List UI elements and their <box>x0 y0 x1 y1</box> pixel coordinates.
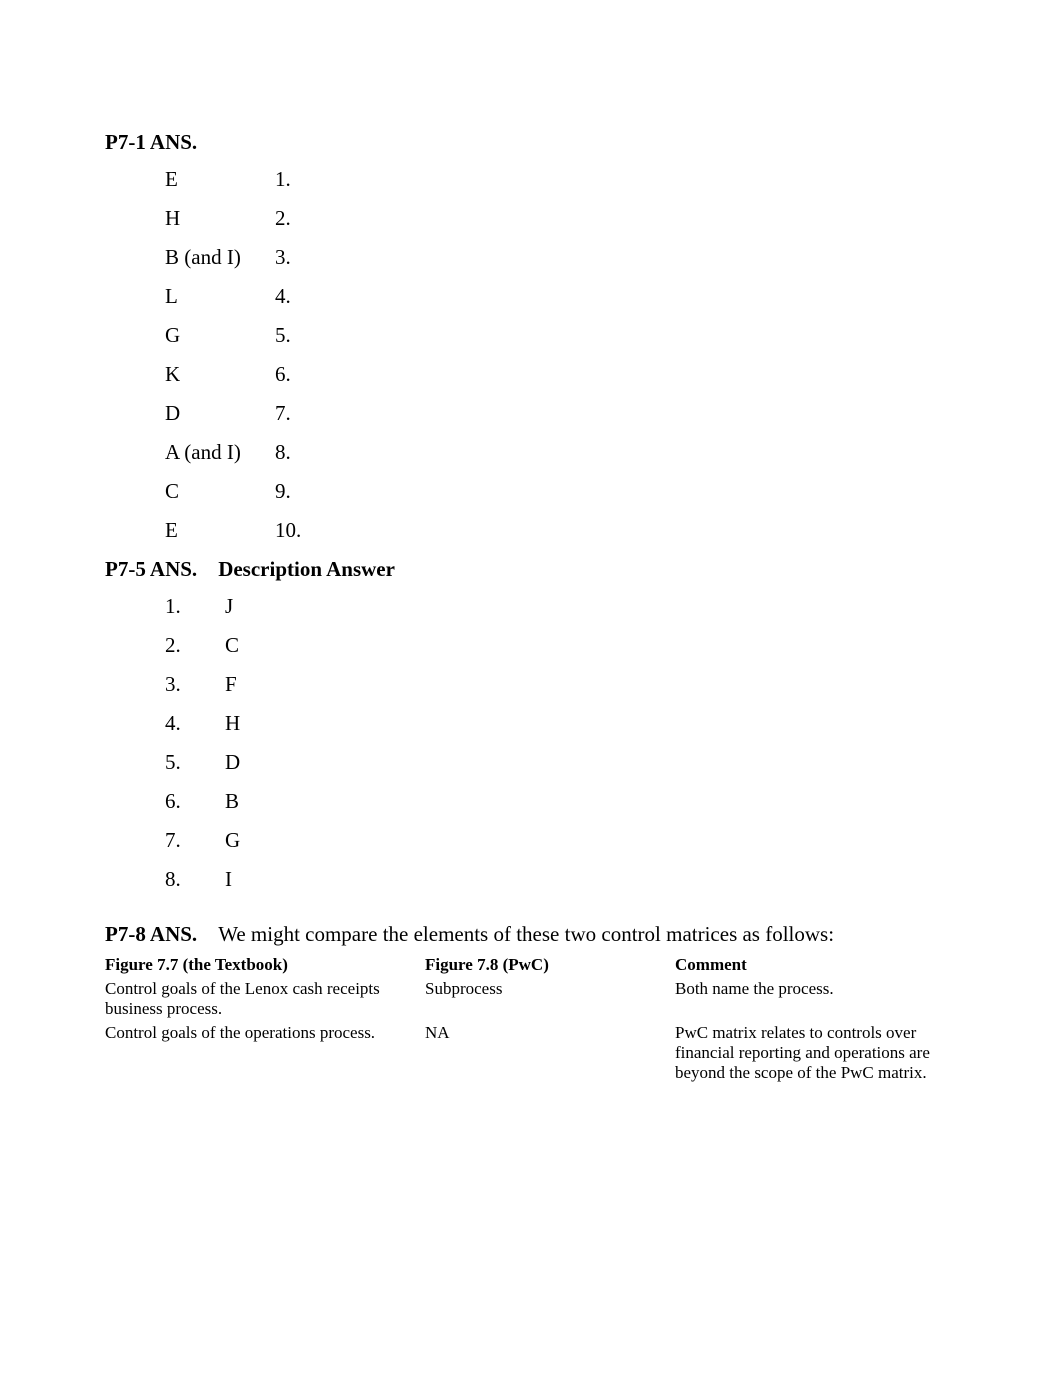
page: P7-1 ANS. E 1. H 2. B (and I) 3. L 4. G … <box>0 0 1062 1145</box>
answer-number: 9. <box>275 479 315 504</box>
answer-letter: C <box>165 479 275 504</box>
answer-letter: H <box>165 206 275 231</box>
description-number: 4. <box>165 711 225 736</box>
p78-heading: P7-8 ANS. We might compare the elements … <box>105 922 957 947</box>
answer-letter: G <box>165 323 275 348</box>
description-letter: J <box>225 594 265 619</box>
answer-number: 8. <box>275 440 315 465</box>
p75-heading-bold: P7-5 ANS. <box>105 557 197 581</box>
answer-row: K 6. <box>165 362 957 387</box>
answer-number: 1. <box>275 167 315 192</box>
description-letter: C <box>225 633 265 658</box>
table-cell: PwC matrix relates to controls over fina… <box>675 1021 957 1085</box>
answer-row: B (and I) 3. <box>165 245 957 270</box>
table-cell: Control goals of the Lenox cash receipts… <box>105 977 425 1021</box>
description-number: 2. <box>165 633 225 658</box>
answer-number: 10. <box>275 518 315 543</box>
answer-row: L 4. <box>165 284 957 309</box>
table-header-row: Figure 7.7 (the Textbook) Figure 7.8 (Pw… <box>105 953 957 977</box>
table-cell: NA <box>425 1021 675 1085</box>
comparison-table: Figure 7.7 (the Textbook) Figure 7.8 (Pw… <box>105 953 957 1085</box>
description-letter: G <box>225 828 265 853</box>
answer-row: G 5. <box>165 323 957 348</box>
description-number: 1. <box>165 594 225 619</box>
answer-number: 7. <box>275 401 315 426</box>
description-number: 7. <box>165 828 225 853</box>
answer-letter: K <box>165 362 275 387</box>
answer-row: E 1. <box>165 167 957 192</box>
description-row: 6. B <box>165 789 957 814</box>
description-number: 8. <box>165 867 225 892</box>
p75-heading-rest: Description Answer <box>218 557 395 581</box>
description-number: 6. <box>165 789 225 814</box>
answer-number: 3. <box>275 245 315 270</box>
table-cell: Both name the process. <box>675 977 957 1021</box>
answer-number: 4. <box>275 284 315 309</box>
answer-letter: E <box>165 167 275 192</box>
table-header: Figure 7.8 (PwC) <box>425 953 675 977</box>
description-row: 8. I <box>165 867 957 892</box>
description-row: 2. C <box>165 633 957 658</box>
description-number: 3. <box>165 672 225 697</box>
answer-number: 6. <box>275 362 315 387</box>
table-header: Comment <box>675 953 957 977</box>
answer-letter: B (and I) <box>165 245 275 270</box>
description-letter: I <box>225 867 265 892</box>
p78-heading-bold: P7-8 ANS. <box>105 922 197 946</box>
description-number: 5. <box>165 750 225 775</box>
description-letter: H <box>225 711 265 736</box>
table-cell: Control goals of the operations process. <box>105 1021 425 1085</box>
answer-letter: L <box>165 284 275 309</box>
p75-heading: P7-5 ANS. Description Answer <box>105 557 957 582</box>
answer-letter: D <box>165 401 275 426</box>
p71-answer-list: E 1. H 2. B (and I) 3. L 4. G 5. K 6. D … <box>165 167 957 543</box>
description-row: 4. H <box>165 711 957 736</box>
description-row: 1. J <box>165 594 957 619</box>
description-letter: D <box>225 750 265 775</box>
answer-number: 5. <box>275 323 315 348</box>
p78-heading-text: We might compare the elements of these t… <box>218 922 834 946</box>
description-letter: B <box>225 789 265 814</box>
description-row: 3. F <box>165 672 957 697</box>
answer-row: D 7. <box>165 401 957 426</box>
p75-description-list: 1. J 2. C 3. F 4. H 5. D 6. B 7. G 8. I <box>165 594 957 892</box>
table-row: Control goals of the operations process.… <box>105 1021 957 1085</box>
table-cell: Subprocess <box>425 977 675 1021</box>
answer-letter: A (and I) <box>165 440 275 465</box>
description-letter: F <box>225 672 265 697</box>
answer-row: C 9. <box>165 479 957 504</box>
answer-row: A (and I) 8. <box>165 440 957 465</box>
answer-row: H 2. <box>165 206 957 231</box>
answer-letter: E <box>165 518 275 543</box>
table-header: Figure 7.7 (the Textbook) <box>105 953 425 977</box>
p71-heading: P7-1 ANS. <box>105 130 957 155</box>
answer-number: 2. <box>275 206 315 231</box>
description-row: 7. G <box>165 828 957 853</box>
answer-row: E 10. <box>165 518 957 543</box>
table-row: Control goals of the Lenox cash receipts… <box>105 977 957 1021</box>
description-row: 5. D <box>165 750 957 775</box>
